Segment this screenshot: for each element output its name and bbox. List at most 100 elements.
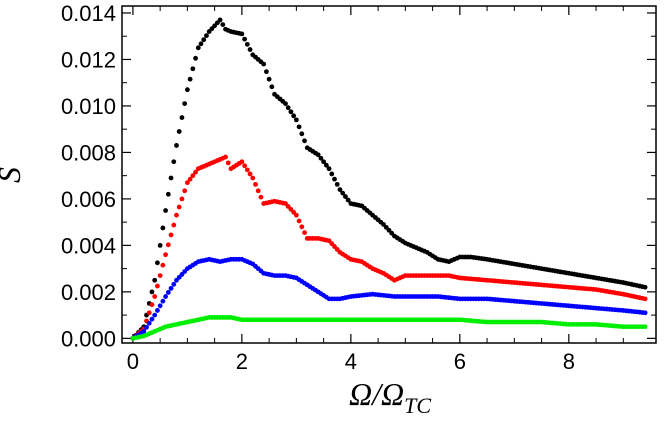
data-point [152, 294, 158, 299]
data-point [152, 277, 158, 283]
data-point [163, 208, 168, 213]
data-point [195, 45, 201, 51]
data-point [149, 316, 155, 322]
data-point [642, 296, 648, 302]
data-point [247, 47, 253, 52]
data-point [315, 152, 321, 158]
data-point [283, 101, 288, 107]
x-tick-label: 8 [563, 349, 575, 374]
data-point [220, 22, 226, 27]
x-tick-label: 4 [345, 349, 357, 374]
data-point [176, 204, 182, 210]
data-point [299, 131, 305, 137]
data-point [165, 290, 171, 295]
data-point [179, 196, 185, 202]
y-tick-label: 0.012 [61, 47, 116, 72]
data-point [642, 310, 648, 316]
data-point [165, 191, 171, 197]
plot-frame [121, 5, 657, 344]
x-axis-label: Ω/ΩTC [349, 376, 431, 418]
data-point [293, 117, 299, 123]
data-point [242, 36, 248, 42]
data-point [190, 66, 196, 72]
data-point [165, 242, 171, 248]
data-point [190, 173, 196, 179]
y-axis-label: S [0, 167, 27, 183]
data-point [155, 260, 160, 266]
data-point [157, 303, 163, 309]
data-point [642, 284, 648, 290]
data-point [244, 167, 250, 173]
data-point [155, 308, 160, 313]
data-point [291, 113, 297, 119]
data-point [163, 252, 168, 258]
data-point [337, 187, 343, 193]
data-point [149, 302, 155, 308]
data-point [296, 218, 302, 224]
data-point [255, 188, 261, 194]
data-point [184, 180, 190, 186]
data-point [321, 159, 327, 165]
series-1 [130, 154, 648, 341]
y-tick-label: 0.006 [61, 187, 116, 212]
y-tick-label: 0.010 [61, 94, 116, 119]
data-points [130, 17, 648, 341]
data-point [160, 225, 166, 231]
data-point [302, 138, 307, 144]
data-point [201, 37, 207, 43]
data-point [160, 298, 166, 304]
data-point [332, 176, 337, 182]
data-point [299, 224, 305, 230]
data-point [187, 176, 193, 182]
x-tick-label: 2 [236, 349, 248, 374]
data-point [296, 124, 302, 130]
data-point [146, 320, 152, 326]
data-point [288, 109, 294, 115]
data-point [146, 310, 152, 316]
data-point [144, 324, 149, 330]
y-tick-label: 0.002 [61, 280, 116, 305]
data-point [160, 262, 166, 268]
data-point [318, 155, 324, 161]
data-point [329, 171, 335, 177]
data-point [174, 143, 179, 148]
data-point [258, 194, 264, 200]
data-point [285, 105, 291, 111]
axis-ticks [122, 6, 656, 343]
data-point [163, 294, 168, 299]
data-point [168, 285, 174, 291]
series-2 [130, 256, 648, 341]
data-point [204, 33, 209, 39]
data-point [176, 129, 182, 134]
data-point [182, 188, 188, 194]
data-point [193, 55, 198, 61]
data-point [266, 76, 272, 82]
x-axis-label-subscript: TC [404, 393, 431, 418]
data-point [293, 212, 299, 218]
data-point [171, 159, 177, 165]
data-point [250, 175, 256, 181]
data-point [340, 190, 346, 196]
data-point [242, 163, 248, 169]
data-point [174, 212, 179, 218]
data-point [141, 328, 147, 334]
data-point [149, 289, 155, 295]
data-point [152, 312, 158, 318]
data-point [217, 17, 223, 23]
y-tick-label: 0.014 [61, 1, 116, 26]
data-point [193, 169, 198, 175]
data-point [247, 171, 253, 177]
data-point [182, 101, 188, 107]
data-point [171, 281, 177, 287]
data-point [157, 273, 163, 278]
data-point [323, 162, 329, 168]
data-point [168, 232, 174, 238]
data-point [345, 197, 351, 203]
data-point [239, 31, 245, 37]
x-axis-label-main: Ω/Ω [349, 376, 404, 412]
y-tick-label: 0.004 [61, 233, 116, 258]
data-point [239, 159, 245, 165]
data-point [244, 41, 250, 47]
series-0 [130, 17, 648, 341]
